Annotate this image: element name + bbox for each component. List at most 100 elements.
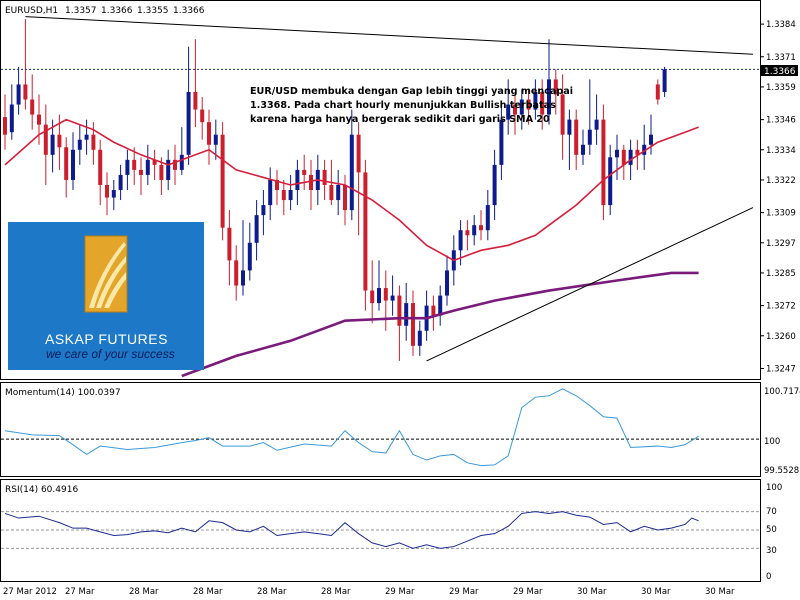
candle bbox=[438, 285, 443, 326]
candle-body bbox=[254, 215, 259, 243]
candle bbox=[649, 114, 653, 155]
candle-body bbox=[213, 134, 218, 145]
candle-body bbox=[635, 149, 640, 155]
time-label: 29 Mar bbox=[385, 587, 415, 597]
candle bbox=[241, 220, 245, 296]
candle bbox=[261, 190, 266, 236]
candle bbox=[200, 97, 205, 140]
time-label: 29 Mar bbox=[513, 587, 543, 597]
candle-body bbox=[553, 79, 558, 95]
candle bbox=[533, 79, 538, 120]
ohlc-high: 1.3366 bbox=[101, 6, 133, 16]
trend-lines bbox=[25, 16, 754, 362]
candle-body bbox=[30, 99, 35, 115]
candle-body bbox=[179, 154, 184, 170]
candle bbox=[3, 94, 7, 150]
price-tick-label: 1.3309 bbox=[766, 209, 796, 219]
current-price-label: 1.3366 bbox=[764, 67, 796, 77]
candle bbox=[356, 122, 361, 236]
candle bbox=[30, 74, 35, 130]
candle-body bbox=[594, 119, 599, 130]
rsi-label: RSI(14) 60.4916 bbox=[5, 485, 78, 495]
trend-line bbox=[25, 16, 754, 55]
logo-tagline: we care of your success bbox=[46, 347, 175, 361]
candle bbox=[105, 172, 109, 216]
rsi-level-lines bbox=[1, 511, 760, 549]
time-label: 30 Mar bbox=[705, 587, 735, 597]
candle bbox=[655, 79, 660, 105]
askap-futures-logo: ASKAP FUTURES we care of your success bbox=[8, 222, 204, 370]
candle-body bbox=[662, 69, 667, 92]
candle bbox=[322, 159, 327, 201]
candle-body bbox=[84, 134, 89, 140]
candle bbox=[254, 200, 259, 261]
symbol-timeframe: EURUSD,H1 bbox=[5, 6, 58, 16]
candle-body bbox=[390, 295, 395, 301]
candle bbox=[227, 210, 232, 286]
candle-body bbox=[193, 91, 198, 110]
candle-body bbox=[322, 169, 327, 185]
ohlc-open: 1.3357 bbox=[65, 6, 97, 16]
time-label: 27 Mar 2012 bbox=[3, 587, 57, 597]
candle bbox=[615, 134, 619, 180]
candle bbox=[98, 139, 103, 206]
candle bbox=[84, 119, 89, 155]
candle bbox=[275, 169, 279, 206]
candle bbox=[132, 147, 137, 185]
candle-body bbox=[649, 134, 653, 145]
candle bbox=[492, 149, 497, 221]
candle bbox=[574, 109, 579, 170]
candle-body bbox=[268, 179, 273, 206]
time-axis: 27 Mar 2012 27 Mar 28 Mar 28 Mar 28 Mar … bbox=[3, 587, 735, 597]
candle-body bbox=[458, 230, 463, 251]
candle-body bbox=[615, 149, 619, 158]
rsi-tick-100: 100 bbox=[766, 483, 782, 493]
candle-body bbox=[247, 242, 252, 271]
logo-emblem-icon bbox=[84, 235, 128, 313]
candle-body bbox=[492, 164, 497, 206]
price-tick-label: 1.3260 bbox=[766, 332, 796, 342]
candle-body bbox=[118, 174, 123, 190]
candle bbox=[268, 167, 273, 221]
candle bbox=[9, 84, 14, 140]
candle-body bbox=[506, 104, 511, 120]
candle bbox=[64, 137, 69, 198]
candle-body bbox=[16, 84, 21, 105]
time-label: 30 Mar bbox=[641, 587, 671, 597]
candle bbox=[336, 169, 341, 216]
candle-body bbox=[363, 172, 368, 291]
candle-body bbox=[241, 270, 245, 286]
price-tick-label: 1.3322 bbox=[766, 176, 796, 186]
candle bbox=[547, 39, 551, 125]
candle-body bbox=[377, 288, 381, 304]
candle bbox=[173, 144, 177, 185]
candle bbox=[560, 74, 565, 160]
candle bbox=[50, 119, 55, 173]
candle bbox=[553, 69, 558, 115]
candle bbox=[526, 89, 531, 125]
momentum-tick-high: 100.7174 bbox=[764, 387, 800, 397]
candle bbox=[288, 174, 293, 211]
candle-body bbox=[581, 144, 585, 155]
candle bbox=[377, 260, 381, 311]
candle bbox=[519, 89, 524, 130]
candle bbox=[125, 149, 130, 190]
price-tick-label: 1.3272 bbox=[766, 302, 796, 312]
candle-body bbox=[207, 122, 211, 145]
candle bbox=[295, 159, 300, 206]
candle-body bbox=[23, 84, 28, 100]
candle bbox=[207, 109, 211, 165]
candle-body bbox=[587, 129, 592, 145]
candle bbox=[363, 159, 368, 311]
candle-body bbox=[533, 91, 538, 110]
price-tick-label: 1.3334 bbox=[766, 146, 796, 156]
momentum-tick-mid: 100 bbox=[764, 437, 780, 447]
candle-body bbox=[601, 119, 606, 206]
candle bbox=[77, 124, 82, 165]
candle-body bbox=[370, 290, 375, 304]
candle-body bbox=[560, 94, 565, 135]
annotation-line-3: karena harga hanya bergerak sedikit dari… bbox=[250, 114, 550, 125]
candle bbox=[43, 104, 48, 185]
momentum-label: Momentum(14) 100.0397 bbox=[5, 388, 121, 398]
